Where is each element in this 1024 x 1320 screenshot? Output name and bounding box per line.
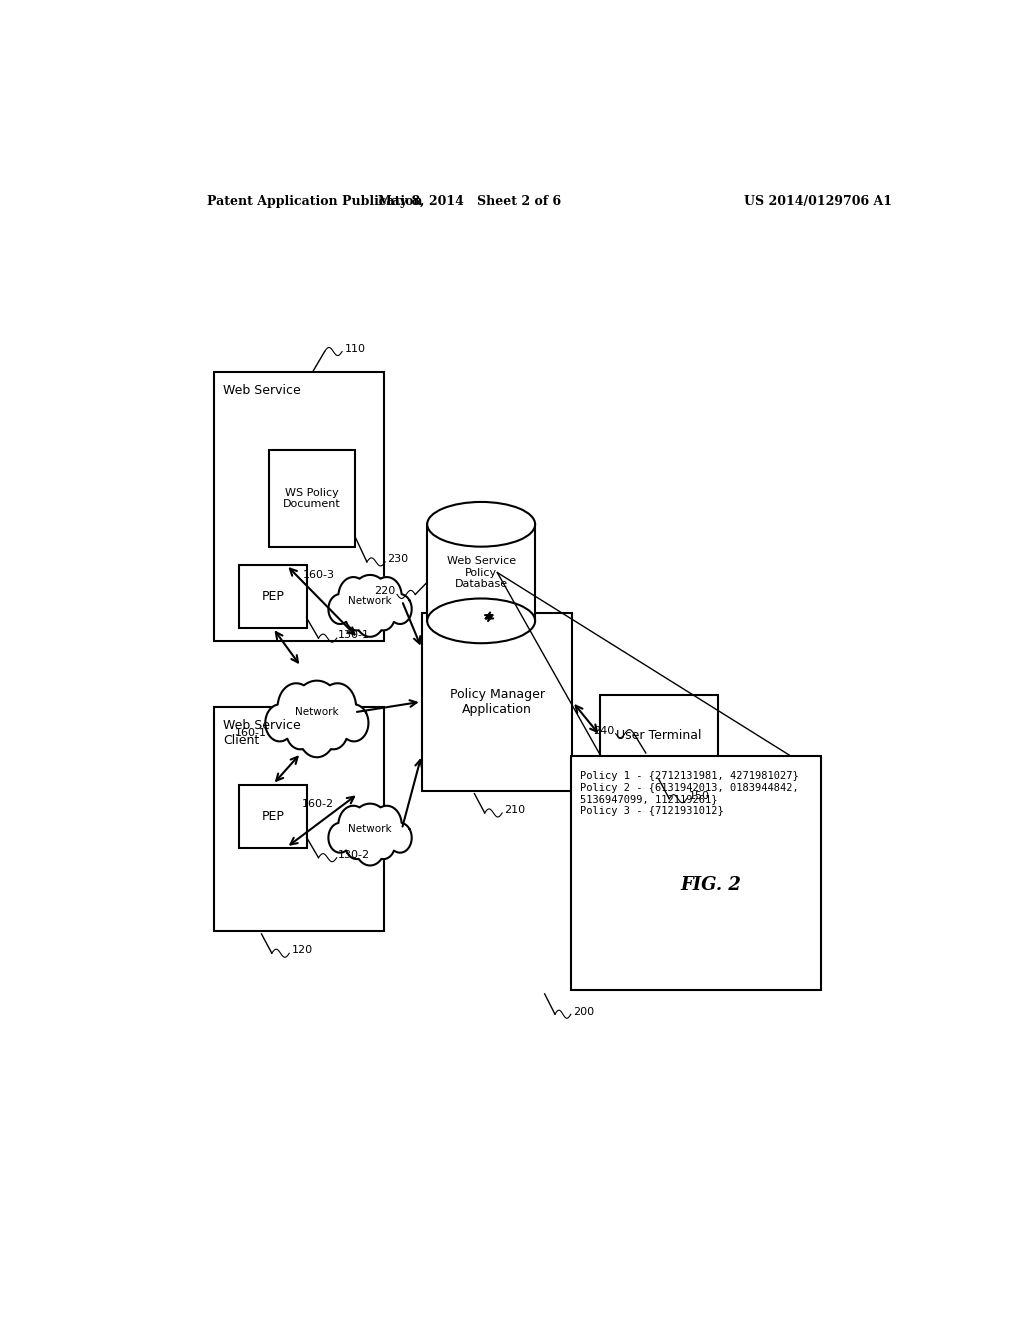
Text: May 8, 2014   Sheet 2 of 6: May 8, 2014 Sheet 2 of 6: [378, 194, 561, 207]
Text: Patent Application Publication: Patent Application Publication: [207, 194, 423, 207]
Text: US 2014/0129706 A1: US 2014/0129706 A1: [744, 194, 893, 207]
Text: 160-2: 160-2: [302, 799, 334, 809]
Text: Web Service
Client: Web Service Client: [223, 719, 301, 747]
FancyBboxPatch shape: [427, 524, 536, 620]
FancyBboxPatch shape: [269, 450, 355, 546]
Text: PEP: PEP: [261, 590, 285, 603]
Text: WS Policy
Document: WS Policy Document: [284, 487, 341, 510]
Text: 160-3: 160-3: [302, 570, 334, 579]
Polygon shape: [265, 681, 369, 758]
FancyBboxPatch shape: [214, 372, 384, 642]
Ellipse shape: [427, 502, 536, 546]
Polygon shape: [329, 804, 412, 866]
FancyBboxPatch shape: [422, 612, 572, 791]
FancyBboxPatch shape: [570, 756, 821, 990]
Text: PEP: PEP: [261, 809, 285, 822]
Text: User Terminal: User Terminal: [616, 729, 701, 742]
FancyBboxPatch shape: [600, 696, 718, 776]
Text: 120: 120: [292, 945, 312, 956]
Text: Web Service
Policy
Database: Web Service Policy Database: [446, 556, 516, 589]
Text: Network: Network: [295, 708, 339, 717]
Text: Policy Manager
Application: Policy Manager Application: [450, 688, 545, 715]
FancyBboxPatch shape: [240, 784, 306, 847]
Ellipse shape: [427, 598, 536, 643]
Text: Network: Network: [348, 595, 392, 606]
Text: Network: Network: [348, 824, 392, 834]
Text: Web Service: Web Service: [223, 384, 301, 397]
FancyBboxPatch shape: [214, 708, 384, 931]
Text: 240: 240: [593, 726, 614, 735]
Text: Policy 1 - {2712131981, 4271981027}
Policy 2 - {6131942013, 0183944842,
51369470: Policy 1 - {2712131981, 4271981027} Poli…: [581, 771, 799, 816]
Text: FIG. 2: FIG. 2: [681, 876, 741, 894]
Text: 230: 230: [387, 554, 408, 564]
Text: 220: 220: [374, 586, 395, 597]
Polygon shape: [329, 576, 412, 636]
Text: 150: 150: [689, 791, 710, 801]
Text: 160-1: 160-1: [234, 727, 267, 738]
Text: 130-1: 130-1: [338, 630, 371, 640]
FancyBboxPatch shape: [240, 565, 306, 628]
Text: 110: 110: [344, 345, 366, 355]
Text: 130-2: 130-2: [338, 850, 371, 859]
Text: 210: 210: [505, 805, 525, 814]
Text: 200: 200: [573, 1007, 594, 1018]
